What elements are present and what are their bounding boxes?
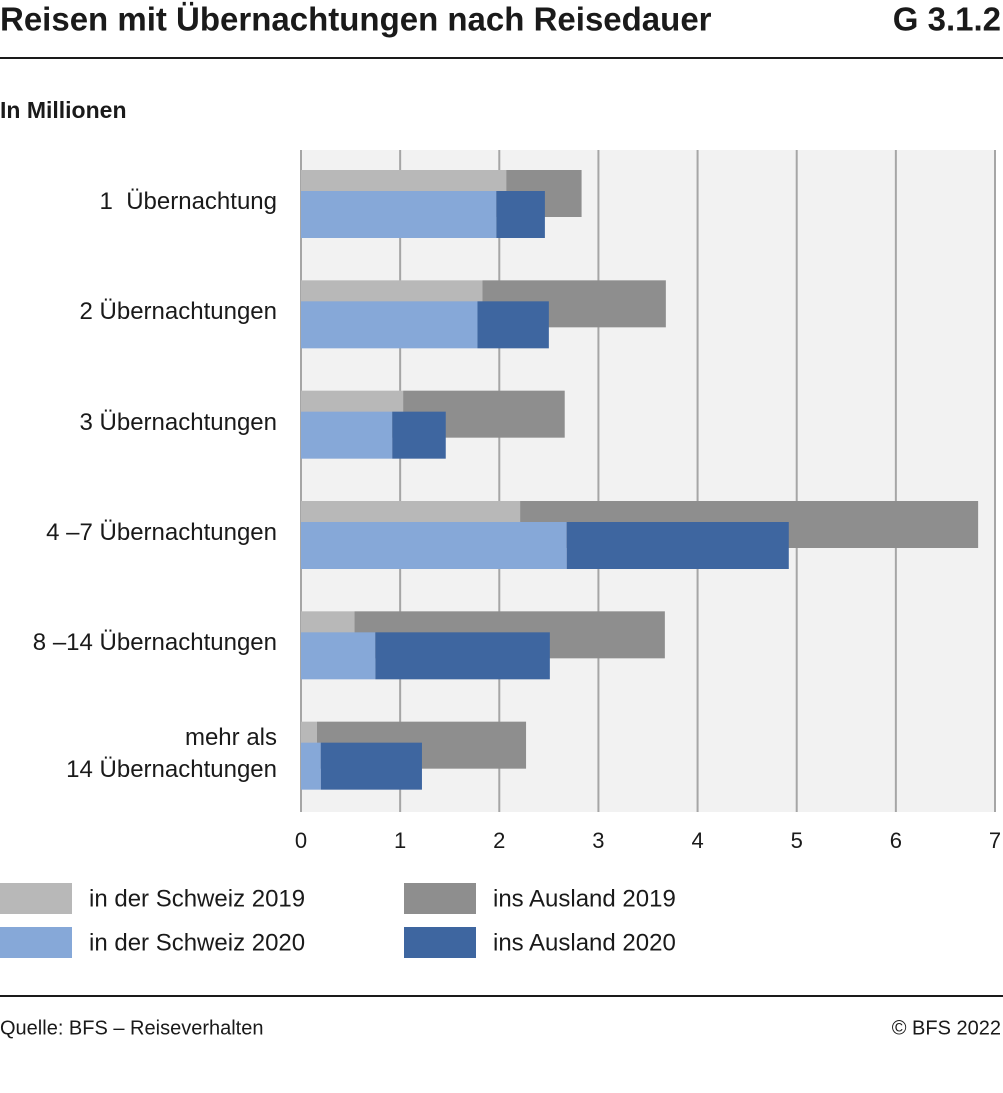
bar-segment: [301, 301, 478, 349]
category-label: 4 –7 Übernachtungen: [46, 519, 277, 546]
legend-swatch: [0, 927, 72, 958]
bar-segment: [301, 191, 497, 238]
bar-segment: [301, 411, 393, 459]
bar-segment: [496, 191, 545, 238]
bar-segment: [301, 632, 376, 680]
bar-segment: [566, 522, 789, 569]
category-label: mehr als 14 Übernachtungen: [66, 723, 277, 783]
legend-swatch: [404, 883, 476, 914]
legend-label: ins Ausland 2020: [493, 929, 676, 956]
x-tick-label: 0: [295, 828, 307, 853]
x-tick-label: 1: [394, 828, 406, 853]
category-label: 8 –14 Übernachtungen: [32, 629, 277, 657]
x-tick-label: 6: [890, 828, 902, 853]
figure-id: G 3.1.2: [893, 1, 1001, 38]
source: Quelle: BFS – Reiseverhalten: [0, 1017, 263, 1039]
bar-segment: [320, 742, 422, 790]
subtitle: In Millionen: [0, 97, 127, 123]
bar-segment: [375, 632, 550, 680]
bar-segment: [392, 411, 446, 459]
legend-label: in der Schweiz 2019: [89, 885, 305, 912]
bar-segment: [301, 522, 567, 569]
category-label: 1 Übernachtung: [99, 188, 277, 215]
x-tick-label: 2: [493, 828, 505, 853]
plot-area: [301, 150, 995, 812]
legend-swatch: [0, 883, 72, 914]
legend-label: in der Schweiz 2020: [89, 929, 305, 956]
x-tick-label: 5: [791, 828, 803, 853]
category-label: 2 Übernachtungen: [79, 298, 277, 326]
x-tick-label: 7: [989, 828, 1001, 853]
category-label: 3 Übernachtungen: [79, 408, 277, 436]
bar-segment: [301, 742, 321, 790]
x-tick-label: 4: [691, 828, 703, 853]
bar-segment: [477, 301, 549, 349]
legend-label: ins Ausland 2019: [493, 885, 676, 912]
x-tick-label: 3: [592, 828, 604, 853]
copyright: © BFS 2022: [892, 1017, 1001, 1039]
chart-title: Reisen mit Übernachtungen nach Reisedaue…: [0, 1, 712, 38]
legend-swatch: [404, 927, 476, 958]
